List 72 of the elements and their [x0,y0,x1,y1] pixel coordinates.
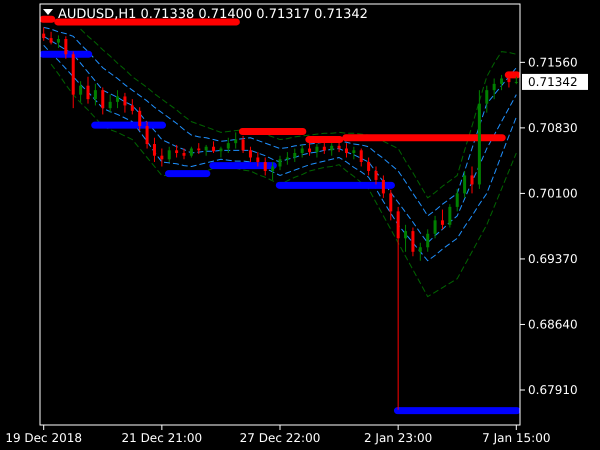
candlestick [130,98,134,115]
candlestick [212,140,216,154]
line-series [43,26,517,216]
candlestick [278,155,282,171]
candlestick [448,204,452,228]
candlestick [300,144,304,158]
candlestick [56,34,60,48]
candlestick [500,74,504,91]
candlestick [86,76,90,104]
candlestick [374,166,378,185]
y-tick-label: 0.68640 [528,318,578,332]
candlestick [256,152,260,167]
y-tick-label: 0.70100 [528,186,578,201]
candlestick [248,146,252,162]
candlestick [160,148,164,167]
candlestick [197,142,200,154]
candlestick [190,146,193,158]
candlestick [382,174,385,198]
candlestick [271,161,274,180]
candlestick [94,83,97,106]
candlestick [234,132,238,150]
candlestick [485,85,488,114]
x-tick-label: 27 Dec 22:00 [240,431,320,445]
candlestick [418,242,422,262]
x-tick-label: 2 Jan 23:00 [364,431,432,445]
line-series [80,28,517,198]
candlestick [182,148,186,160]
candlestick [426,228,430,252]
candlestick [123,92,126,114]
y-tick-label: 0.67910 [528,383,578,398]
candlestick [315,144,318,158]
candlestick [108,94,112,114]
x-tick-label: 7 Jan 15:00 [482,431,550,445]
candlestick [146,121,149,150]
candlestick [352,146,356,160]
candlestick [168,146,171,162]
candlestick [434,215,437,239]
chart-subtitle: 0.71338 0.71400 0.71317 0.71342 [140,7,368,22]
candlestick [50,31,53,45]
candlestick [470,166,474,194]
candlestick [411,227,414,257]
candlestick [219,146,222,158]
candlestick [367,157,370,176]
candlestick [389,189,392,221]
y-tick-label: 0.71560 [528,56,578,70]
candlestick [463,170,466,198]
candlestick [404,224,408,252]
candlestick [492,78,496,100]
line-series [50,64,517,298]
text: 0.71342 [528,75,578,90]
x-tick-label: 21 Dec 21:00 [121,431,202,445]
candlestick [101,86,104,115]
candlestick [64,36,68,60]
candlestick [440,209,444,230]
candlestick [264,157,267,176]
candlestick [79,80,82,102]
candlestick [456,188,459,212]
y-tick-label: 0.69370 [528,252,578,266]
candlestick [152,137,156,162]
candlestick [360,148,363,167]
candlestick [330,142,334,156]
candlestick [204,144,208,156]
candlestick [42,26,46,42]
x-tick-label: 19 Dec 2018 [5,431,82,445]
candlestick [175,144,178,158]
candlestick [138,106,142,132]
y-tick-label: 0.70830 [528,121,578,136]
candlestick [226,137,230,154]
chart-title: AUDUSD,H1 [58,7,136,22]
candlestick [116,90,120,109]
candlestick [293,148,296,162]
candlestick [286,152,289,166]
